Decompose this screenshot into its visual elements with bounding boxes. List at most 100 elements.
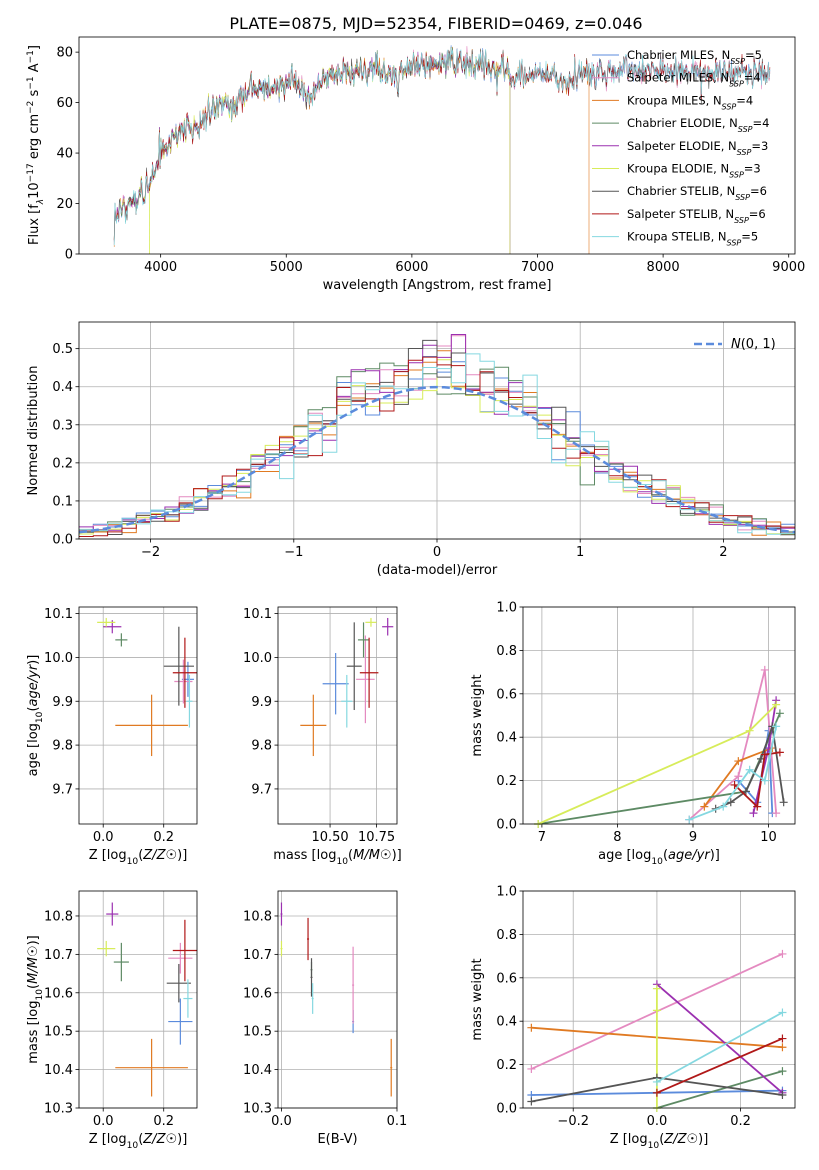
x-axis-label-part: 10 <box>127 1141 139 1151</box>
x-axis-label-part: 10 <box>651 857 663 867</box>
grid-lines <box>523 606 795 825</box>
y-tick-label: 0.6 <box>496 687 517 702</box>
x-axis-label-part: )] <box>710 848 720 863</box>
mass-weight-point-salpeter-stelib <box>760 750 769 759</box>
x-tick-label: −1 <box>284 545 303 560</box>
x-axis-label-part: 10 <box>127 857 139 867</box>
mass-weight-point-kroupa-miles <box>778 1043 787 1052</box>
x-axis-label-part: 10 <box>336 857 348 867</box>
y-axis-label-part: −1 <box>26 76 36 89</box>
y-axis-label: mass [log10(M/M☉)] <box>26 935 45 1063</box>
y-tick-label: 10.3 <box>243 1102 272 1117</box>
x-axis-label-part: Z/Z☉ <box>142 848 177 863</box>
legend-label-sub: SSP <box>735 193 750 202</box>
legend-label-value: =3 <box>744 162 761 176</box>
y-tick-label: 0.2 <box>496 1058 517 1073</box>
plot-area <box>97 617 197 757</box>
y-tick-label: 9.9 <box>251 695 272 710</box>
y-tick-label: 1.0 <box>496 601 517 616</box>
legend-label-text: Chabrier ELODIE, N <box>627 116 738 130</box>
y-axis-label-part: erg cm <box>27 114 42 163</box>
mass-weight-point-kroupa-miles <box>700 802 709 811</box>
legend-label-kroupa-miles: Kroupa MILES, NSSP=4 <box>627 93 753 111</box>
x-axis-label: Z [log10(Z/Z☉)] <box>610 1132 709 1151</box>
y-axis-label-part: mass weight <box>470 674 485 756</box>
x-tick-label: 7000 <box>521 260 554 275</box>
x-axis-label-part: (data-model)/error <box>377 563 498 578</box>
y-tick-label: 9.8 <box>52 739 73 754</box>
y-axis-label-part: age/yr <box>26 663 41 706</box>
y-tick-label: 10.8 <box>44 909 73 924</box>
mass-weight-line-kroupa-stelib <box>656 1011 783 1083</box>
x-axis-label-part: ( <box>663 848 668 863</box>
legend-label-value: =6 <box>750 184 767 198</box>
y-tick-label: 10.4 <box>243 1063 272 1078</box>
y-tick-label: 10.5 <box>44 1025 73 1040</box>
y-tick-label: 10.1 <box>44 607 73 622</box>
y-tick-label: 10.6 <box>44 986 73 1001</box>
y-tick-label: 0.0 <box>496 1102 517 1117</box>
mass-weight-point-kroupa-miles <box>527 1023 536 1032</box>
y-tick-label: 0.4 <box>52 380 73 395</box>
x-axis-label-part: ( <box>659 1132 664 1147</box>
mass-weight-point-salpeter-miles <box>734 772 743 781</box>
legend-label-value: =3 <box>751 139 768 153</box>
x-axis-label-part: ( <box>348 848 353 863</box>
grid-lines <box>79 607 197 824</box>
x-tick-label: 5000 <box>270 260 303 275</box>
mass-weight-point-kroupa-miles <box>734 757 743 766</box>
x-axis-label-part: ( <box>138 1132 143 1147</box>
residuals-panel: −2 −1 0 1 2 0.0 0.1 0.2 0.3 0.4 0.5 (data-model)/er… <box>26 321 796 578</box>
y-axis-label-part: 10 <box>27 182 42 199</box>
x-axis-label-part: mass [log <box>273 848 336 863</box>
legend-label-text: Chabrier STELIB, N <box>627 184 735 198</box>
plot-area <box>280 902 393 1097</box>
y-tick-label: 9.7 <box>251 782 272 797</box>
mass-weight-point-salpeter-miles <box>778 949 787 958</box>
axes-frame <box>522 890 796 1109</box>
mass-weight-point-kroupa-stelib <box>760 776 769 785</box>
x-tick-label: 0.2 <box>153 1114 174 1129</box>
reference-legend-label-part: (0, 1) <box>741 337 776 352</box>
legend-label-sub: SSP <box>727 238 742 247</box>
y-tick-label: 9.7 <box>52 782 73 797</box>
age-vs-mass-panel: 10.50 10.75 9.7 9.8 9.9 10.0 10.1 mass [log10(M… <box>243 606 402 867</box>
mass-weight-point-chabrier-stelib <box>726 798 735 807</box>
x-tick-label: 0.2 <box>730 1114 751 1129</box>
mass-weight-point-kroupa-stelib <box>745 765 754 774</box>
x-tick-label: 10.50 <box>311 830 348 845</box>
x-tick-label: 0.0 <box>93 1114 114 1129</box>
y-axis-label-part: Flux [f <box>27 204 42 245</box>
x-axis-label-part: )] <box>392 848 402 863</box>
x-tick-label: 0.0 <box>93 830 114 845</box>
y-axis-label-part: ] <box>27 45 42 50</box>
legend-label-value: =6 <box>749 207 766 221</box>
y-tick-label: 0.3 <box>52 418 73 433</box>
legend-label-sub: SSP <box>730 57 745 66</box>
plot-area <box>534 665 788 828</box>
legend-label-value: =5 <box>745 48 762 62</box>
mass-weight-point-kroupa-elodie <box>652 1006 661 1015</box>
y-tick-label: 10.1 <box>243 607 272 622</box>
mass-weight-point-chabrier-stelib <box>779 798 788 807</box>
spectrum-line-kroupa-stelib <box>113 48 771 246</box>
y-tick-label: 0.4 <box>496 1015 517 1030</box>
x-axis-label-part: age/yr <box>668 848 711 863</box>
y-tick-label: 10.7 <box>243 948 272 963</box>
y-tick-label: 40 <box>56 147 73 162</box>
x-tick-label: −0.2 <box>557 1114 589 1129</box>
mass-weight-point-salpeter-stelib <box>730 780 739 789</box>
plot-area <box>527 949 787 1112</box>
legend-label-salpeter-elodie: Salpeter ELODIE, NSSP=3 <box>627 139 768 157</box>
mass-weight-point-salpeter-miles <box>760 665 769 674</box>
mass-vs-z-panel: 0.0 0.210.310.410.510.610.710.8Z [log10(Z… <box>26 890 198 1151</box>
legend-label-salpeter-stelib: Salpeter STELIB, NSSP=6 <box>627 207 766 225</box>
axes-frame <box>78 890 198 1109</box>
mass-vs-ebv-panel: 0.0 0.1 10.3 10.4 10.5 10.6 10.7 10.8 E(B-V) <box>243 890 408 1147</box>
x-tick-label: 0.1 <box>387 1114 408 1129</box>
y-tick-label: 10.6 <box>243 986 272 1001</box>
histogram-kroupa-stelib <box>79 353 795 535</box>
x-tick-label: 9 <box>689 830 697 845</box>
